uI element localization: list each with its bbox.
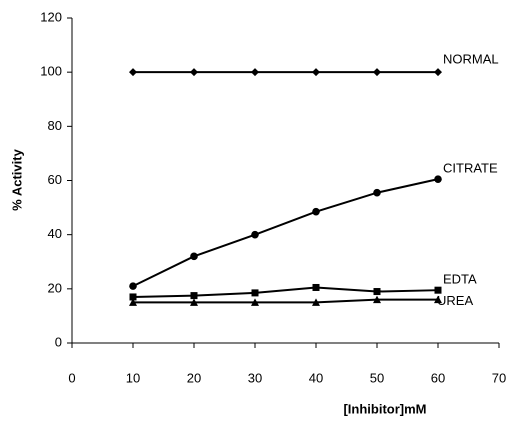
x-tick-label: 60: [431, 370, 445, 385]
series-line: [132, 286, 439, 298]
y-tick-label: 0: [55, 334, 62, 349]
series-label: CITRATE: [443, 161, 498, 176]
x-tick-label: 20: [187, 370, 201, 385]
point: [373, 295, 381, 304]
point: [129, 282, 137, 290]
x-tick-label: 30: [248, 370, 262, 385]
point: [312, 283, 320, 291]
series-line: [132, 178, 439, 288]
series-line: [133, 298, 438, 304]
point: [312, 207, 320, 216]
y-tick-label: 60: [48, 172, 62, 187]
point: [434, 286, 442, 294]
x-tick-label: 50: [370, 370, 384, 385]
series-label: UREA: [437, 293, 473, 308]
x-tick-label: 0: [68, 370, 75, 385]
point: [129, 68, 137, 77]
y-tick-label: 20: [48, 280, 62, 295]
point: [434, 175, 442, 183]
point: [434, 68, 442, 77]
series-label: EDTA: [443, 272, 477, 287]
point: [373, 188, 381, 197]
y-axis-label: % Activity: [9, 148, 24, 210]
point: [251, 289, 259, 297]
y-tick-label: 100: [40, 64, 62, 79]
x-axis-label: [Inhibitor]mM: [343, 401, 426, 416]
point: [312, 298, 320, 306]
y-tick-label: 120: [40, 9, 62, 24]
point: [251, 298, 259, 306]
point: [312, 68, 320, 77]
point: [251, 68, 259, 77]
point: [190, 292, 198, 300]
y-tick-label: 80: [48, 118, 62, 133]
x-tick-label: 70: [492, 370, 506, 385]
point: [373, 288, 381, 296]
x-tick-label: 10: [126, 370, 140, 385]
point: [190, 68, 198, 77]
point: [434, 295, 442, 304]
series-label: NORMAL: [443, 52, 499, 67]
point: [129, 293, 137, 301]
point: [373, 68, 381, 77]
point: [251, 230, 259, 239]
y-tick-label: 40: [48, 226, 62, 241]
point: [129, 298, 137, 306]
point: [190, 298, 198, 306]
point: [190, 252, 198, 261]
x-tick-label: 40: [309, 370, 323, 385]
